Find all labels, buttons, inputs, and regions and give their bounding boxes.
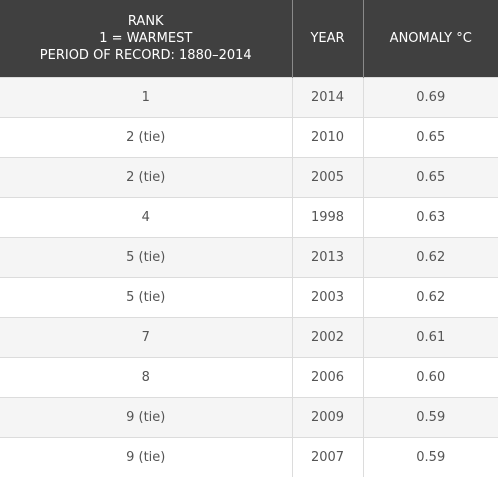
table-row: 5 (tie) 2013 0.62 [0, 236, 498, 277]
rank-column-header: RANK 1 = WARMEST PERIOD OF RECORD: 1880–… [0, 0, 293, 77]
rank-header-line-3: PERIOD OF RECORD: 1880–2014 [39, 47, 252, 63]
rank-cell: 9 (tie) [0, 396, 293, 437]
rank-header-line-1: RANK [127, 13, 164, 29]
table-row: 2 (tie) 2005 0.65 [0, 156, 498, 197]
rank-cell: 9 (tie) [0, 436, 293, 477]
year-cell: 2014 [292, 76, 364, 117]
year-cell: 2005 [292, 156, 364, 197]
year-cell: 2007 [292, 436, 364, 477]
anomaly-cell: 0.62 [363, 236, 498, 277]
rank-cell: 1 [0, 76, 293, 117]
table-row: 9 (tie) 2007 0.59 [0, 436, 498, 477]
header-row: RANK 1 = WARMEST PERIOD OF RECORD: 1880–… [0, 0, 498, 77]
year-cell: 1998 [292, 196, 364, 237]
rank-cell: 7 [0, 316, 293, 357]
rank-cell: 4 [0, 196, 293, 237]
rank-header-line-2: 1 = WARMEST [99, 30, 193, 46]
anomaly-cell: 0.61 [363, 316, 498, 357]
anomaly-cell: 0.65 [363, 156, 498, 197]
anomaly-cell: 0.59 [363, 396, 498, 437]
rank-cell: 5 (tie) [0, 236, 293, 277]
table-row: 4 1998 0.63 [0, 196, 498, 237]
table-row: 2 (tie) 2010 0.65 [0, 116, 498, 157]
anomaly-cell: 0.62 [363, 276, 498, 317]
anomaly-cell: 0.59 [363, 436, 498, 477]
year-cell: 2013 [292, 236, 364, 277]
table-body: 1 2014 0.69 2 (tie) 2010 0.65 2 (tie) 2005 0.65 4… [0, 76, 498, 477]
table-row: 5 (tie) 2003 0.62 [0, 276, 498, 317]
anomaly-cell: 0.63 [363, 196, 498, 237]
table-row: 9 (tie) 2009 0.59 [0, 396, 498, 437]
table-row: 1 2014 0.69 [0, 76, 498, 117]
anomaly-cell: 0.60 [363, 356, 498, 397]
year-column-header: YEAR [292, 0, 364, 77]
rank-cell: 8 [0, 356, 293, 397]
year-cell: 2010 [292, 116, 364, 157]
table-header: RANK 1 = WARMEST PERIOD OF RECORD: 1880–… [0, 0, 498, 77]
table-row: 7 2002 0.61 [0, 316, 498, 357]
rank-cell: 2 (tie) [0, 156, 293, 197]
anomaly-cell: 0.65 [363, 116, 498, 157]
table-row: 8 2006 0.60 [0, 356, 498, 397]
year-cell: 2002 [292, 316, 364, 357]
year-cell: 2009 [292, 396, 364, 437]
anomaly-cell: 0.69 [363, 76, 498, 117]
year-cell: 2003 [292, 276, 364, 317]
rank-cell: 5 (tie) [0, 276, 293, 317]
anomaly-column-header: ANOMALY °C [363, 0, 498, 77]
rank-cell: 2 (tie) [0, 116, 293, 157]
year-cell: 2006 [292, 356, 364, 397]
